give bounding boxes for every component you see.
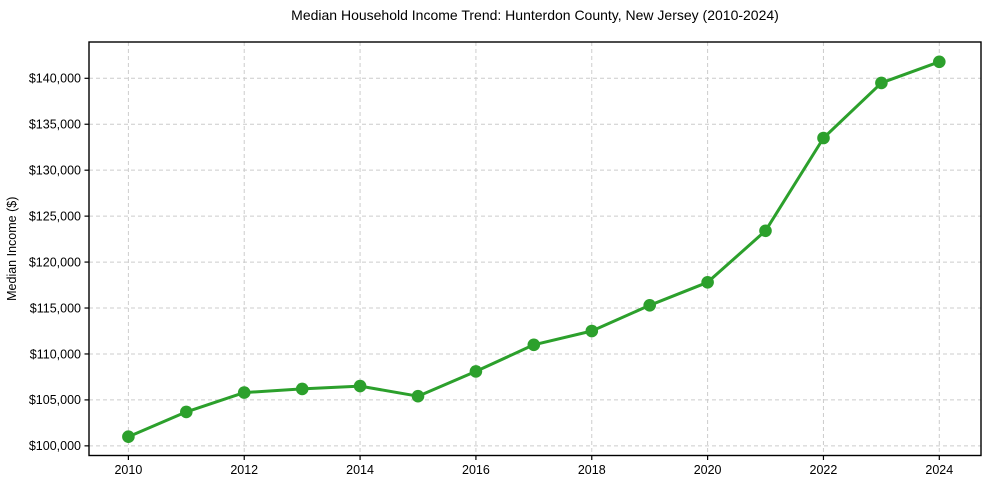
y-tick-label-105000: $105,000 — [29, 393, 81, 407]
data-point-2010 — [122, 430, 135, 444]
x-tick-label-2014: 2014 — [346, 463, 374, 477]
x-tick-label-2024: 2024 — [925, 463, 953, 477]
x-tick-label-2018: 2018 — [578, 463, 606, 477]
data-point-2014 — [353, 379, 367, 393]
data-point-2021 — [759, 224, 772, 238]
y-tick-label-120000: $120,000 — [29, 255, 81, 269]
y-tick-label-140000: $140,000 — [29, 72, 81, 86]
x-tick-label-2010: 2010 — [114, 463, 142, 477]
data-point-2016 — [469, 365, 483, 378]
data-point-2024 — [933, 55, 946, 69]
data-point-2020 — [701, 276, 714, 289]
x-tick-label-2022: 2022 — [810, 463, 838, 477]
data-point-2019 — [643, 299, 656, 312]
y-tick-label-100000: $100,000 — [29, 439, 81, 453]
data-point-2017 — [527, 338, 541, 352]
y-axis-label: Median Income ($) — [5, 197, 19, 301]
y-tick-label-130000: $130,000 — [29, 163, 81, 177]
data-point-2012 — [237, 386, 251, 399]
x-tick-label-2020: 2020 — [694, 463, 722, 477]
income-trend-line — [126, 60, 941, 439]
y-tick-label-125000: $125,000 — [29, 209, 81, 223]
data-point-2013 — [295, 382, 309, 396]
y-tick-label-110000: $110,000 — [30, 347, 81, 361]
x-tick-label-2012: 2012 — [230, 463, 258, 477]
plot-border — [88, 41, 982, 457]
data-point-2011 — [180, 405, 193, 419]
data-point-2018 — [585, 324, 599, 338]
x-tick-label-2016: 2016 — [462, 463, 490, 477]
data-point-2015 — [411, 389, 425, 403]
y-tick-label-135000: $135,000 — [29, 118, 81, 132]
chart-title: Median Household Income Trend: Hunterdon… — [291, 7, 779, 23]
y-tick-label-115000: $115,000 — [30, 301, 81, 315]
data-point-2023 — [875, 76, 888, 90]
data-point-2022 — [817, 131, 830, 145]
